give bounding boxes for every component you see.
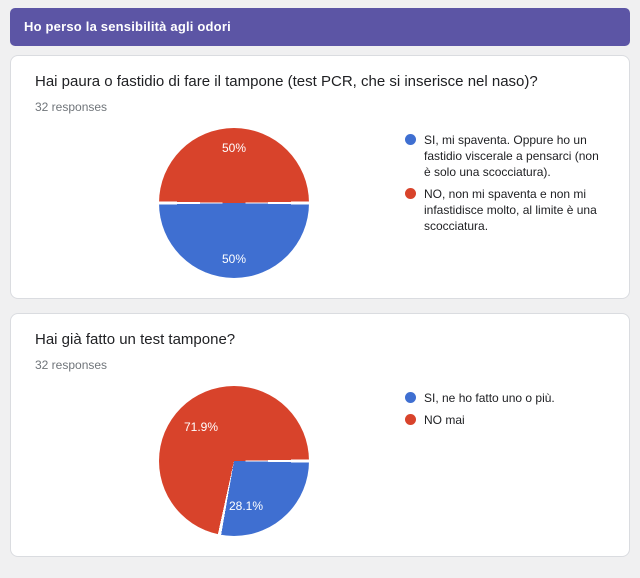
pie-chart: 71.9% 28.1% [159, 386, 309, 536]
chart-legend: SI, mi spaventa. Oppure ho un fastidio v… [405, 132, 605, 240]
legend-label: SI, mi spaventa. Oppure ho un fastidio v… [424, 133, 599, 179]
legend-label: NO, non mi spaventa e non mi infastidisc… [424, 187, 597, 233]
legend-item: NO mai [405, 412, 605, 428]
chart-area: 71.9% 28.1% SI, ne ho fatto uno o più. N… [35, 386, 605, 536]
legend-item: SI, mi spaventa. Oppure ho un fastidio v… [405, 132, 605, 180]
legend-label: SI, ne ho fatto uno o più. [424, 391, 555, 405]
pie-chart: 50% 50% [159, 128, 309, 278]
responses-count: 32 responses [35, 358, 108, 372]
question-title: Hai già fatto un test tampone? [35, 331, 236, 348]
responses-count: 32 responses [35, 100, 108, 114]
chart-legend: SI, ne ho fatto uno o più. NO mai [405, 390, 605, 434]
question-card: Hai già fatto un test tampone? 32 respon… [10, 313, 630, 557]
legend-dot [405, 392, 416, 403]
question-card: Hai paura o fastidio di fare il tampone … [10, 55, 630, 299]
question-title: Hai paura o fastidio di fare il tampone … [35, 73, 538, 90]
legend-item: SI, ne ho fatto uno o più. [405, 390, 605, 406]
slice-label: 71.9% [183, 419, 219, 434]
legend-label: NO mai [424, 413, 465, 427]
legend-dot [405, 134, 416, 145]
chart-area: 50% 50% SI, mi spaventa. Oppure ho un fa… [35, 128, 605, 278]
form-title-bar: Ho perso la sensibilità agli odori [10, 8, 630, 46]
slice-label: 28.1% [228, 499, 264, 513]
slice-label: 50% [221, 251, 247, 266]
form-title: Ho perso la sensibilità agli odori [24, 19, 231, 34]
legend-dot [405, 188, 416, 199]
legend-dot [405, 414, 416, 425]
slice-label: 50% [221, 140, 247, 155]
legend-item: NO, non mi spaventa e non mi infastidisc… [405, 186, 605, 234]
